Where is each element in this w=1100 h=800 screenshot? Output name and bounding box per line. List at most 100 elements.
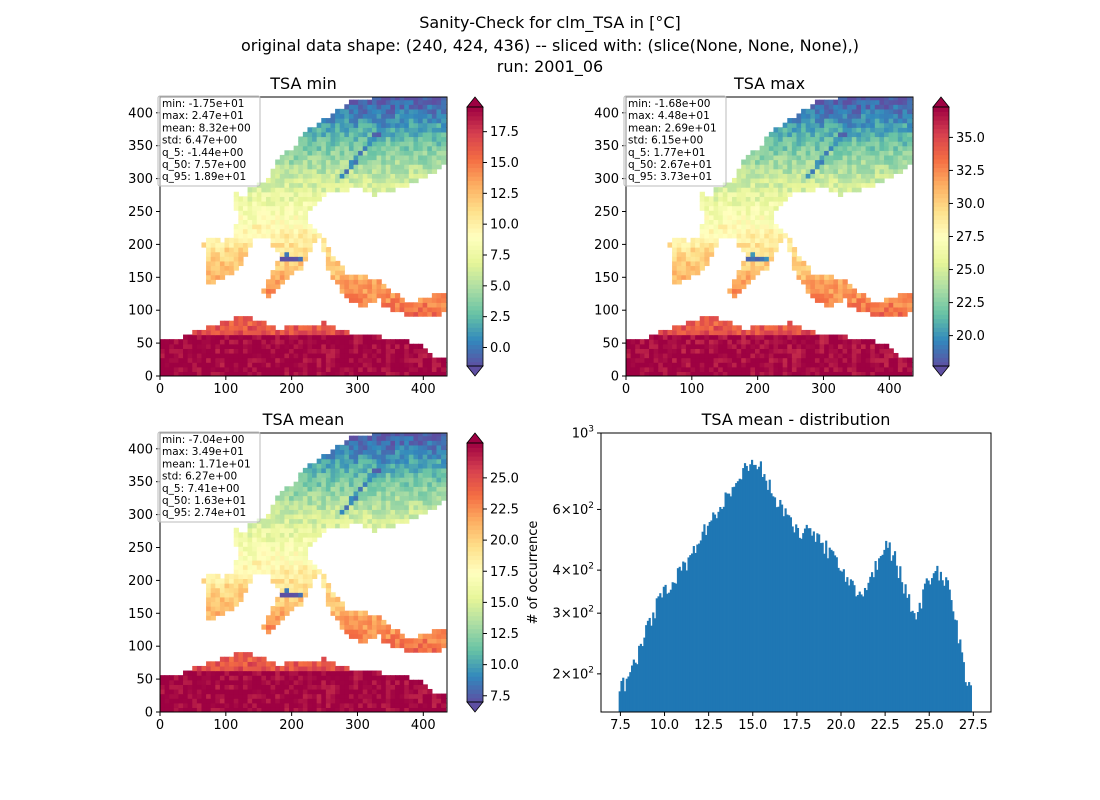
y-tick-label: 150 bbox=[128, 271, 153, 286]
histogram-bar bbox=[627, 676, 630, 712]
histogram-bar bbox=[763, 474, 766, 712]
y-tick-label: 200 bbox=[594, 238, 619, 253]
colorbar-extend-top bbox=[466, 96, 484, 108]
stats-line: q_50: 7.57e+00 bbox=[162, 159, 246, 171]
histogram-bar bbox=[752, 464, 755, 712]
histogram-bar bbox=[823, 553, 826, 712]
histogram-bar bbox=[721, 508, 724, 712]
heatmap-cells bbox=[160, 97, 447, 376]
figure-title-line-1: Sanity-Check for clm_TSA in [°C] bbox=[419, 13, 681, 32]
histogram-bar bbox=[948, 589, 951, 712]
y-tick-label: 100 bbox=[128, 304, 153, 319]
histogram-bar bbox=[643, 637, 646, 712]
histogram-bar bbox=[694, 552, 697, 712]
x-tick-label: 300 bbox=[345, 382, 370, 397]
histogram-bar bbox=[703, 524, 706, 712]
histogram-bar bbox=[959, 639, 962, 712]
histogram-bar bbox=[821, 542, 824, 712]
stats-line: min: -7.04e+00 bbox=[162, 434, 244, 446]
y-tick-label: 200 bbox=[128, 238, 153, 253]
histogram-bar bbox=[803, 528, 807, 712]
histogram-bar bbox=[673, 582, 676, 712]
histogram-bar bbox=[726, 493, 729, 712]
histogram-bar bbox=[793, 532, 796, 712]
histogram-bar bbox=[925, 578, 928, 712]
histogram-bar bbox=[878, 558, 881, 712]
y-tick-label: 200 bbox=[128, 574, 153, 589]
stats-line: q_5: -1.44e+00 bbox=[162, 147, 243, 159]
histogram-bar bbox=[625, 678, 628, 712]
y-tick-label: 50 bbox=[602, 337, 619, 352]
stats-line: std: 6.15e+00 bbox=[628, 135, 703, 147]
histogram-bar bbox=[961, 652, 964, 712]
histogram-bar bbox=[735, 483, 738, 712]
colorbar-tick-label: 25.0 bbox=[956, 263, 985, 278]
histogram-bar bbox=[842, 569, 845, 712]
histogram-bar bbox=[666, 593, 669, 712]
histogram-bar bbox=[826, 558, 830, 712]
x-tick-label: 100 bbox=[213, 718, 238, 733]
histogram-bar bbox=[766, 489, 770, 712]
y-tick-label: 0 bbox=[145, 370, 153, 385]
histogram-bar bbox=[906, 597, 909, 712]
y-tick-label: 400 bbox=[128, 106, 153, 121]
histogram-bar bbox=[668, 592, 671, 712]
histogram-bar bbox=[689, 555, 692, 712]
histogram-bar bbox=[876, 569, 879, 712]
histogram-bar bbox=[825, 540, 828, 712]
histogram-bar bbox=[955, 620, 958, 712]
x-tick-label: 300 bbox=[811, 382, 836, 397]
stats-line: q_50: 2.67e+01 bbox=[628, 159, 712, 171]
histogram-bar bbox=[881, 554, 884, 712]
x-tick-label: 27.5 bbox=[959, 718, 988, 733]
histogram-bar bbox=[872, 577, 875, 712]
panel-title: TSA mean - distribution bbox=[701, 410, 891, 429]
histogram-bar bbox=[648, 617, 651, 712]
y-tick-label: 150 bbox=[594, 271, 619, 286]
colorbar-extend-bottom bbox=[466, 365, 484, 377]
histogram-bar bbox=[789, 517, 792, 712]
stats-line: mean: 2.69e+01 bbox=[628, 122, 717, 134]
histogram-bar bbox=[911, 610, 914, 712]
histogram-bar bbox=[883, 549, 886, 712]
colorbar-tick-label: 10.0 bbox=[490, 218, 519, 233]
histogram-bar bbox=[853, 585, 856, 712]
y-tick-label: 150 bbox=[128, 607, 153, 622]
histogram-bar bbox=[728, 493, 731, 712]
histogram-bar bbox=[682, 561, 685, 712]
x-tick-label: 400 bbox=[877, 382, 902, 397]
y-tick-label: 50 bbox=[136, 673, 153, 688]
histogram-bar bbox=[653, 618, 657, 712]
colorbar-extend-bottom bbox=[466, 701, 484, 713]
histogram-bar bbox=[943, 585, 946, 712]
x-tick-label: 300 bbox=[345, 718, 370, 733]
histogram-bar bbox=[871, 572, 874, 712]
histogram-bar bbox=[634, 662, 637, 712]
heatmap-panel-2: 0 100 200 300 400 0 50 100 150 200 250 300 350 400 TSA… bbox=[594, 74, 914, 397]
histogram-bar bbox=[888, 542, 891, 712]
y-tick-label: 100 bbox=[594, 304, 619, 319]
histogram-bar bbox=[895, 565, 898, 712]
histogram-bar bbox=[913, 613, 916, 712]
histogram-bar bbox=[733, 486, 736, 712]
histogram-bar bbox=[729, 496, 732, 712]
colorbar-tick-label: 17.5 bbox=[490, 125, 519, 140]
histogram-bar bbox=[675, 583, 678, 712]
histogram-bar bbox=[775, 507, 778, 712]
histogram-bar bbox=[957, 643, 960, 712]
histogram-bar bbox=[657, 596, 660, 712]
histogram-bar bbox=[639, 643, 642, 712]
histogram-bar bbox=[622, 677, 625, 712]
histogram-bar bbox=[765, 480, 768, 712]
colorbar-tick-label: 25.0 bbox=[490, 471, 519, 486]
axes-frame bbox=[159, 96, 448, 377]
y-tick-label: 350 bbox=[594, 139, 619, 154]
heatmap-panel-1: 0 100 200 300 400 0 50 100 150 200 250 300 350 400 TSA… bbox=[128, 74, 448, 397]
x-tick-label: 200 bbox=[745, 382, 770, 397]
histogram-bar bbox=[687, 557, 690, 712]
y-tick-label: 250 bbox=[128, 541, 153, 556]
histogram-bar bbox=[713, 514, 717, 712]
y-tick-label: 400 bbox=[128, 442, 153, 457]
histogram-bar bbox=[692, 546, 695, 712]
